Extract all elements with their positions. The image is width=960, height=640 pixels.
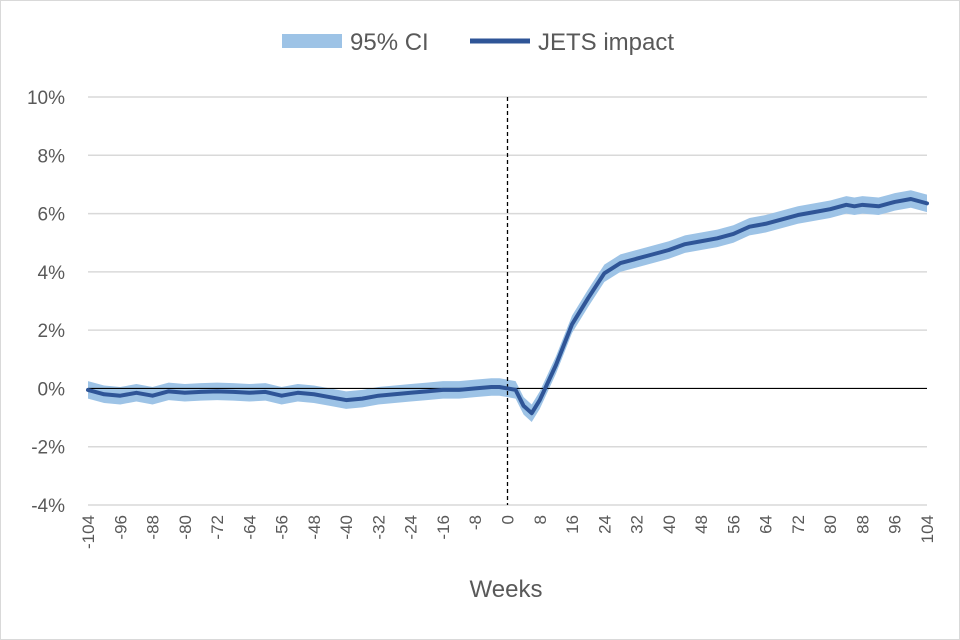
x-tick-label: -48 bbox=[305, 515, 324, 540]
confidence-interval-band bbox=[88, 190, 927, 422]
x-tick-label: 24 bbox=[595, 515, 614, 534]
x-tick-label: -40 bbox=[337, 515, 356, 540]
legend-ci-swatch bbox=[282, 34, 342, 48]
y-tick-label: -4% bbox=[31, 496, 65, 517]
y-tick-label: 4% bbox=[38, 263, 66, 284]
ci-area bbox=[88, 190, 927, 422]
x-tick-label: 96 bbox=[886, 515, 905, 534]
x-tick-label: 16 bbox=[563, 515, 582, 534]
x-tick-label: -88 bbox=[144, 515, 163, 540]
x-tick-label: 0 bbox=[499, 515, 518, 524]
x-tick-label: 80 bbox=[821, 515, 840, 534]
impact-series bbox=[86, 197, 929, 416]
x-tick-label: 48 bbox=[692, 515, 711, 534]
x-tick-label: 8 bbox=[531, 515, 550, 524]
x-tick-label: -64 bbox=[240, 515, 259, 540]
y-tick-label: 0% bbox=[38, 379, 66, 400]
y-tick-label: -2% bbox=[31, 438, 65, 459]
x-tick-label: 64 bbox=[757, 515, 776, 534]
y-tick-label: 10% bbox=[27, 88, 65, 109]
x-axis-title: Weeks bbox=[470, 576, 543, 603]
y-tick-label: 6% bbox=[38, 205, 66, 226]
x-tick-label: -80 bbox=[176, 515, 195, 540]
legend-ci-label: 95% CI bbox=[350, 29, 429, 56]
x-tick-label: 72 bbox=[789, 515, 808, 534]
x-tick-label: 32 bbox=[628, 515, 647, 534]
legend: 95% CI JETS impact bbox=[282, 29, 674, 56]
legend-impact-label: JETS impact bbox=[538, 29, 674, 56]
x-tick-label: -56 bbox=[273, 515, 292, 540]
y-axis-ticks: -4% -2% 0% 2% 4% 6% 8% 10% bbox=[27, 88, 65, 517]
y-tick-label: 8% bbox=[38, 146, 66, 167]
x-tick-label: -32 bbox=[369, 515, 388, 540]
x-tick-label: 104 bbox=[918, 515, 937, 543]
x-tick-label: -24 bbox=[402, 515, 421, 540]
x-tick-label: 88 bbox=[853, 515, 872, 534]
x-tick-label: -72 bbox=[208, 515, 227, 540]
y-tick-label: 2% bbox=[38, 321, 66, 342]
x-tick-label: -96 bbox=[111, 515, 130, 540]
x-tick-label: 40 bbox=[660, 515, 679, 534]
x-tick-label: -8 bbox=[466, 515, 485, 530]
x-tick-label: -16 bbox=[434, 515, 453, 540]
impact-line bbox=[86, 197, 929, 416]
x-tick-label: -104 bbox=[79, 515, 98, 549]
x-axis-ticks: -104 -96 -88 -80 -72 -64 -56 -48 -40 -32 -24 -16 -8 0… bbox=[79, 515, 937, 549]
x-tick-label: 56 bbox=[724, 515, 743, 534]
